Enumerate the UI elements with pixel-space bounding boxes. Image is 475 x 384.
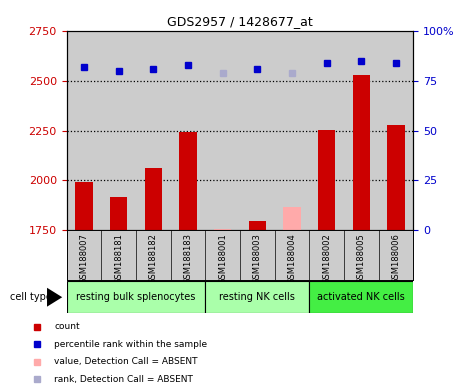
- Text: GSM188182: GSM188182: [149, 233, 158, 284]
- Bar: [318, 129, 335, 230]
- Bar: [136, 31, 171, 230]
- Bar: [344, 31, 379, 230]
- Text: rank, Detection Call = ABSENT: rank, Detection Call = ABSENT: [54, 375, 193, 384]
- Bar: [75, 182, 93, 230]
- Text: GSM188005: GSM188005: [357, 233, 366, 284]
- Bar: [275, 31, 309, 230]
- Text: GSM188183: GSM188183: [183, 233, 192, 284]
- Bar: [171, 31, 205, 230]
- Bar: [214, 229, 231, 230]
- Bar: [283, 207, 301, 230]
- Bar: [309, 31, 344, 230]
- Text: value, Detection Call = ABSENT: value, Detection Call = ABSENT: [54, 357, 198, 366]
- Text: GSM188006: GSM188006: [391, 233, 400, 284]
- Bar: [110, 197, 127, 230]
- Bar: [101, 31, 136, 230]
- Bar: [179, 132, 197, 230]
- Text: GSM188003: GSM188003: [253, 233, 262, 284]
- Title: GDS2957 / 1428677_at: GDS2957 / 1428677_at: [167, 15, 313, 28]
- Text: GSM188181: GSM188181: [114, 233, 123, 284]
- Bar: [144, 169, 162, 230]
- Bar: [205, 281, 309, 313]
- Text: activated NK cells: activated NK cells: [317, 292, 405, 302]
- Text: resting NK cells: resting NK cells: [219, 292, 295, 302]
- Text: count: count: [54, 322, 80, 331]
- Bar: [66, 281, 205, 313]
- Text: GSM188002: GSM188002: [322, 233, 331, 284]
- Bar: [309, 281, 413, 313]
- Bar: [240, 31, 275, 230]
- Text: GSM188001: GSM188001: [218, 233, 227, 284]
- Bar: [248, 222, 266, 230]
- Text: percentile rank within the sample: percentile rank within the sample: [54, 340, 208, 349]
- Text: GSM188007: GSM188007: [79, 233, 88, 284]
- Bar: [66, 31, 101, 230]
- Polygon shape: [47, 288, 62, 307]
- Text: cell type: cell type: [10, 292, 51, 302]
- Bar: [205, 31, 240, 230]
- Bar: [379, 31, 413, 230]
- Bar: [352, 74, 370, 230]
- Text: resting bulk splenocytes: resting bulk splenocytes: [76, 292, 196, 302]
- Text: GSM188004: GSM188004: [287, 233, 296, 284]
- Bar: [387, 124, 405, 230]
